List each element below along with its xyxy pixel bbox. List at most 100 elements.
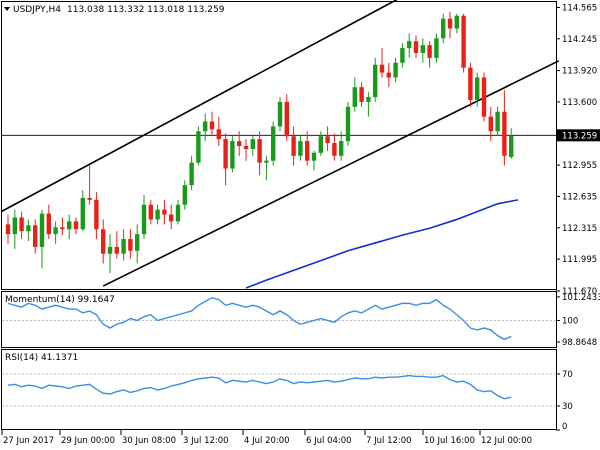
candle-body [175,204,181,222]
candle-body [12,217,17,235]
time-tick-label: 29 Jun 00:00 [61,436,115,446]
candle-body [26,225,31,232]
time-tick-label: 3 Jul 12:00 [183,436,229,446]
channel-upper-line [0,0,398,213]
candle-body [230,141,235,169]
candle-body [257,139,262,163]
candle-body [250,139,255,149]
candle-body [148,204,153,220]
momentum-panel-frame [1,291,557,348]
momentum-panel-title: Momentum(14) 99.1647 [5,295,115,305]
candle-body [284,101,289,137]
candle-body [155,209,160,220]
momentum-line [7,296,512,341]
rsi-panel-title: RSI(14) 41.1371 [5,353,78,363]
candle-body [468,67,473,100]
time-tick-label: 6 Jul 04:00 [306,436,352,446]
axis-layer: 114.565 114.245 113.920 113.600 113.259 112.9… [1,3,600,446]
candle-body [393,62,398,78]
candle-body [441,18,446,39]
candle-body [53,227,58,235]
time-tick-label: 27 Jun 2017 [3,436,54,446]
candle-body [162,209,167,215]
candle-body [420,45,425,53]
moving-average-line [245,199,519,289]
candle-body [495,111,500,132]
rsi-tick-label: 70 [562,370,573,380]
candle-body [73,221,79,230]
candle-body [46,213,51,235]
rsi-tick-label: 30 [562,402,573,412]
candle-body [101,229,106,254]
candle-body [359,87,364,102]
candle-body [352,87,357,107]
time-tick-label: 30 Jun 08:00 [122,436,176,446]
candle-body [237,141,242,146]
candle-body [413,41,419,53]
price-tick-label: 113.920 [562,67,597,77]
rsi-tick-label: 0 [562,422,567,432]
candle-body [332,143,337,156]
price-tick-label: 114.565 [562,3,597,13]
candle-body [447,18,453,29]
candle-body [203,121,208,132]
candle-body [271,126,276,161]
candle-body [311,152,317,161]
candle-body [509,135,514,157]
candle-body [94,199,99,230]
price-tick-label: 111.670 [562,287,597,297]
candle-body [407,41,412,49]
momentum-tick-label: 101.2433 [562,293,600,303]
rsi-layer [2,373,556,407]
candle-body [107,246,113,254]
candle-body [19,217,24,232]
candle-body [488,116,493,132]
candle-body [318,136,323,153]
candle-body [434,38,439,58]
momentum-tick-label: 98.8648 [562,338,597,348]
candle-body [135,234,140,251]
candle-body [223,139,228,169]
candle-body [291,136,296,156]
candle-body [298,141,303,156]
candle-body [243,146,249,149]
candle-body [366,97,371,102]
candle-body [5,224,11,235]
price-panel-frame [1,1,557,290]
rsi-panel-frame [1,349,557,430]
candle-body [373,64,378,98]
candle-body [264,160,269,163]
candle-body [379,64,385,73]
candle-body [305,141,310,161]
candle-body [87,197,92,200]
rsi-line [7,374,512,400]
candle-body [39,213,45,247]
price-panel-title: USDJPY,H4 [13,5,61,15]
candle-body [189,162,194,186]
time-tick-label: 12 Jul 00:00 [481,436,532,446]
candle-body [325,136,330,144]
candle-body [67,221,72,230]
candle-body [345,106,351,142]
candle-body [386,72,391,78]
time-tick-label: 4 Jul 20:00 [244,436,290,446]
collapse-arrow-icon[interactable] [4,7,10,11]
price-tick-label: 112.315 [562,224,597,234]
candle-body [454,15,459,29]
candle-body [114,246,119,254]
candle-body [475,77,480,100]
candle-body [196,131,201,163]
price-tick-label: 112.955 [562,161,597,171]
price-tick-label: 112.635 [562,192,597,202]
candle-body [182,185,187,205]
time-tick-label: 10 Jul 16:00 [424,436,475,446]
candle-body [339,141,344,156]
candle-body [128,239,133,251]
candle-body [461,15,466,68]
price-tick-label: 114.245 [562,35,597,45]
candle-body [33,225,38,247]
candle-body [121,239,126,254]
candle-body [277,101,283,127]
current-price-label: 113.259 [562,131,597,141]
current-price-tag [557,129,600,142]
